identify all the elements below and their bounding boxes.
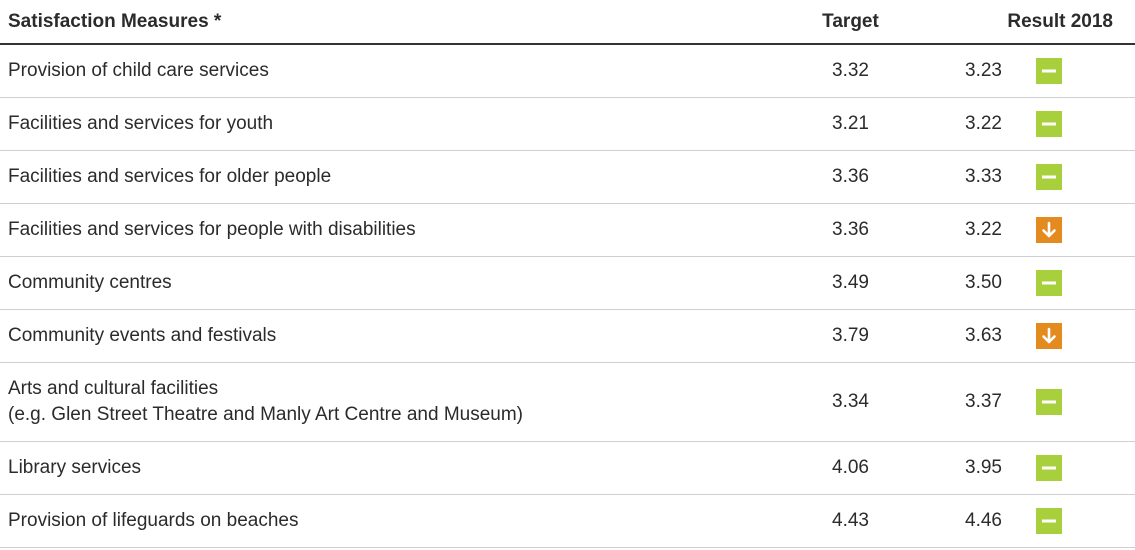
result-cell: 3.23 <box>933 44 1034 98</box>
header-cell: Target <box>768 0 933 45</box>
measure-cell: Provision of child care services <box>0 44 768 98</box>
dash <box>1042 519 1056 523</box>
result-cell: 3.22 <box>933 203 1034 257</box>
measure-cell: Provision of lifeguards on beaches <box>0 494 768 548</box>
measure-cell: Facilities and services for people with … <box>0 203 768 257</box>
target-cell: 4.43 <box>768 494 933 548</box>
dash <box>1042 281 1056 285</box>
measure-text: Facilities and services for people with … <box>8 219 416 240</box>
table-row: Community centres 3.49 3.50 <box>0 256 1135 310</box>
header-cell: Satisfaction Measures * <box>0 0 768 45</box>
status-cell <box>1034 441 1135 495</box>
dash <box>1042 175 1056 179</box>
status-icon <box>1036 455 1062 481</box>
measure-cell: Community centres <box>0 256 768 310</box>
target-cell: 3.34 <box>768 362 933 442</box>
dash <box>1042 466 1056 470</box>
status-cell <box>1034 309 1135 363</box>
table-row: Community events and festivals 3.79 3.63 <box>0 309 1135 363</box>
header-cell: Result 2018 <box>933 0 1135 45</box>
result-cell: 3.95 <box>933 441 1034 495</box>
target-cell: 3.79 <box>768 309 933 363</box>
status-cell <box>1034 150 1135 204</box>
status-icon <box>1036 164 1062 190</box>
result-cell: 3.33 <box>933 150 1034 204</box>
measure-text: (e.g. Glen Street Theatre and Manly Art … <box>8 404 524 425</box>
table-row: Facilities and services for older people… <box>0 150 1135 204</box>
measure-cell: Library services <box>0 441 768 495</box>
target-cell: 3.32 <box>768 44 933 98</box>
table-row: Provision of lifeguards on beaches 4.43 4.… <box>0 494 1135 548</box>
status-icon <box>1036 58 1062 84</box>
result-cell: 3.37 <box>933 362 1034 442</box>
measure-text: Arts and cultural facilities <box>8 378 219 399</box>
measure-text: Facilities and services for youth <box>8 113 274 134</box>
measure-cell: Facilities and services for older people <box>0 150 768 204</box>
measure-text: Community events and festivals <box>8 325 277 346</box>
result-cell: 3.50 <box>933 256 1034 310</box>
dash <box>1042 122 1056 126</box>
status-icon <box>1036 217 1062 243</box>
header-row: Satisfaction Measures * Target Result 20… <box>0 0 1135 45</box>
table-row: Facilities and services for people with … <box>0 203 1135 257</box>
status-icon <box>1036 508 1062 534</box>
table-row: Facilities and services for youth 3.21 3.2… <box>0 97 1135 151</box>
result-cell: 4.46 <box>933 494 1034 548</box>
result-cell: 3.63 <box>933 309 1034 363</box>
status-icon <box>1036 111 1062 137</box>
table-body: Provision of child care services 3.32 3.23… <box>0 44 1135 548</box>
status-cell <box>1034 362 1135 442</box>
target-cell: 3.49 <box>768 256 933 310</box>
measure-text: Facilities and services for older people <box>8 166 332 187</box>
table-row: Provision of child care services 3.32 3.23 <box>0 44 1135 98</box>
table-row: Arts and cultural facilities (e.g. Glen S… <box>0 362 1135 442</box>
result-cell: 3.22 <box>933 97 1034 151</box>
dash <box>1042 69 1056 73</box>
status-cell <box>1034 203 1135 257</box>
target-cell: 3.36 <box>768 150 933 204</box>
measure-cell: Community events and festivals <box>0 309 768 363</box>
target-cell: 3.21 <box>768 97 933 151</box>
measure-text: Provision of child care services <box>8 60 269 81</box>
status-icon <box>1036 323 1062 349</box>
down-arrow <box>1042 221 1056 238</box>
target-cell: 3.36 <box>768 203 933 257</box>
measure-text: Library services <box>8 457 142 478</box>
status-cell <box>1034 97 1135 151</box>
status-cell <box>1034 494 1135 548</box>
table-row: Library services 4.06 3.95 <box>0 441 1135 495</box>
status-cell <box>1034 256 1135 310</box>
measure-text: Community centres <box>8 272 172 293</box>
measure-cell: Facilities and services for youth <box>0 97 768 151</box>
measure-text: Provision of lifeguards on beaches <box>8 510 299 531</box>
down-arrow <box>1042 327 1056 344</box>
dash <box>1042 400 1056 404</box>
status-icon <box>1036 389 1062 415</box>
status-cell <box>1034 44 1135 98</box>
status-icon <box>1036 270 1062 296</box>
measure-cell: Arts and cultural facilities (e.g. Glen S… <box>0 362 768 442</box>
target-cell: 4.06 <box>768 441 933 495</box>
